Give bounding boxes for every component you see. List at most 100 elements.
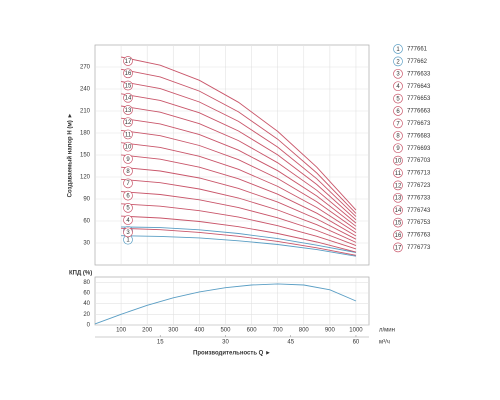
legend-circle	[393, 242, 403, 253]
legend-number: 3	[396, 72, 400, 78]
legend-number: 10	[395, 158, 402, 164]
legend-circle	[393, 93, 403, 104]
series-line	[121, 56, 357, 211]
legend-circle	[393, 130, 403, 141]
curve-label: 11	[125, 132, 132, 138]
legend-number: 2	[396, 59, 400, 65]
legend-label: 7776693	[407, 146, 431, 152]
legend-label: 7776743	[407, 208, 431, 214]
series-line	[121, 191, 357, 247]
y-tick-label: 60	[83, 291, 90, 297]
legend-number: 17	[395, 245, 402, 251]
legend-circle	[393, 180, 403, 191]
legend-number: 4	[396, 84, 400, 90]
y-tick-label: 240	[80, 87, 91, 93]
legend-number: 7	[396, 121, 400, 127]
curve-label-circle	[123, 68, 133, 79]
legend-label: 7776723	[407, 183, 431, 189]
series-line	[121, 68, 357, 214]
y-tick-label: 90	[83, 197, 90, 203]
legend-label: 7776653	[407, 96, 431, 102]
x-tick-label: 100	[116, 328, 127, 334]
y-axis-title: Создаваемый напор Н (м) ►	[67, 113, 74, 198]
legend-label: 7776633	[407, 71, 431, 77]
legend-label: 7776663	[407, 109, 431, 115]
series-line	[121, 117, 357, 227]
curve-label: 3	[126, 230, 130, 236]
curve-label: 1	[126, 238, 130, 244]
legend-circle	[393, 205, 403, 216]
y-tick-label: 30	[83, 241, 90, 247]
series-line	[121, 142, 357, 234]
legend-label: 777662	[407, 59, 428, 65]
x2-tick-label: 15	[157, 340, 164, 346]
legend-number: 12	[395, 183, 402, 189]
series-line	[121, 215, 357, 253]
legend-label: 7776643	[407, 84, 431, 90]
curve-label-circle	[123, 154, 133, 164]
series-line	[121, 93, 357, 221]
x-axis-title: Производительность Q ►	[193, 351, 271, 357]
curve-label-circle	[123, 227, 133, 238]
x2-tick-label: 60	[353, 340, 360, 346]
legend-circle	[393, 217, 403, 228]
x2-tick-label: 30	[222, 340, 229, 346]
legend-label: 7776673	[407, 121, 431, 127]
y-tick-label: 20	[83, 312, 90, 318]
legend-number: 15	[395, 220, 402, 226]
legend-number: 8	[396, 134, 400, 140]
efficiency-line	[94, 283, 357, 325]
x2-tick-label: 45	[287, 340, 294, 346]
legend-circle	[393, 118, 403, 129]
legend-number: 6	[396, 109, 400, 115]
curve-label: 15	[125, 83, 132, 89]
y-tick-label: 150	[80, 153, 91, 159]
curve-label-circle	[123, 215, 133, 225]
legend-number: 5	[396, 96, 400, 102]
x-unit: л/мин	[379, 328, 395, 334]
series-line	[121, 178, 357, 243]
curve-label-circle	[123, 105, 133, 115]
y-tick-label: 210	[80, 109, 91, 115]
curve-label-circle	[123, 190, 133, 201]
legend-number: 16	[395, 233, 402, 239]
curve-label: 12	[125, 120, 132, 126]
y-tick-label: 40	[83, 301, 90, 307]
series-line	[121, 226, 357, 253]
curve-label-circle	[123, 56, 133, 66]
curve-label-circle	[123, 141, 133, 152]
y-tick-label: 120	[80, 175, 91, 181]
legend-label: 7776683	[407, 133, 431, 139]
series-line	[121, 235, 357, 257]
legend-circle	[393, 106, 403, 116]
series-line	[121, 81, 357, 217]
x-tick-label: 400	[194, 328, 205, 334]
y-axis-title: КПД (%)	[69, 271, 92, 277]
curve-label-circle	[123, 129, 133, 140]
curve-label-circle	[123, 202, 133, 213]
legend-number: 13	[395, 196, 402, 202]
legend-label: 7776753	[407, 220, 431, 226]
curve-label: 4	[126, 218, 130, 224]
series-line	[121, 227, 357, 256]
curve-label: 8	[126, 169, 130, 175]
legend-label: 7776733	[407, 195, 431, 201]
x-tick-label: 1000	[349, 328, 363, 334]
legend-label: 777661	[407, 47, 428, 53]
series-line	[121, 129, 357, 230]
y-tick-label: 60	[83, 219, 90, 225]
plot-area	[94, 276, 370, 326]
legend-number: 1	[396, 47, 400, 53]
x-tick-label: 600	[247, 328, 258, 334]
x2-unit: м³/ч	[379, 340, 390, 346]
y-tick-label: 270	[80, 65, 91, 71]
legend-number: 9	[396, 146, 400, 152]
legend-circle	[393, 143, 403, 154]
curve-label-circle	[123, 80, 133, 91]
x-tick-label: 200	[142, 328, 153, 334]
legend-circle	[393, 230, 403, 240]
legend-number: 11	[395, 171, 402, 177]
curve-label: 14	[125, 96, 132, 102]
x-tick-label: 300	[168, 328, 179, 334]
